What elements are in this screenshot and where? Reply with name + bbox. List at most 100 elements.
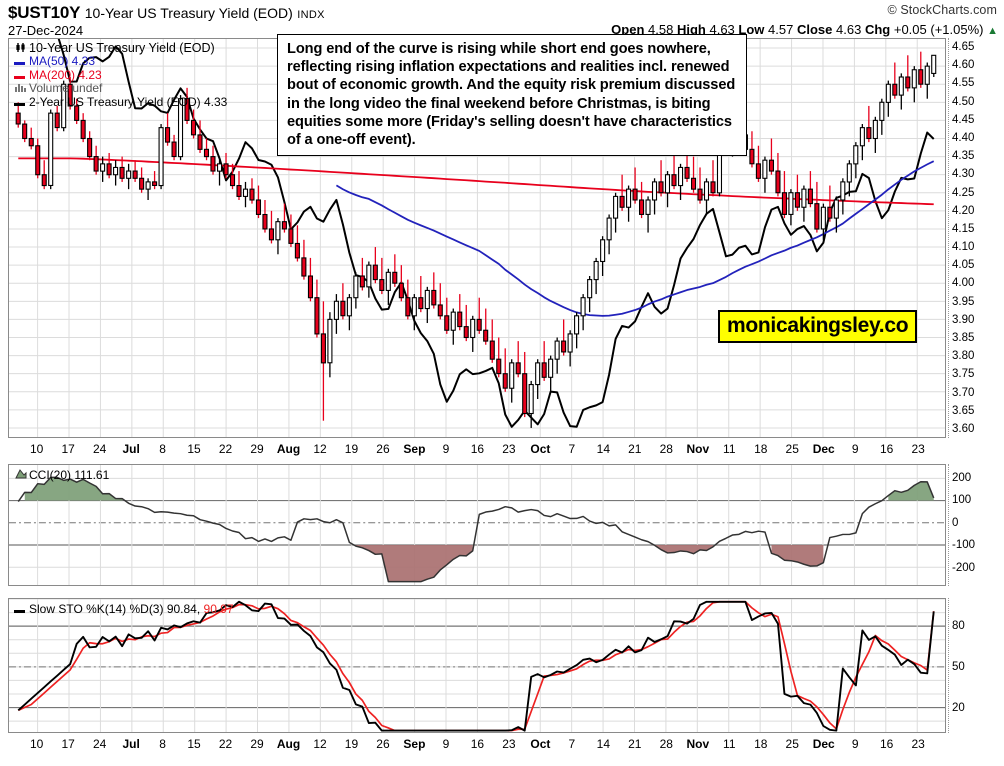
price-x-axis: 10 17 24 Jul 8 15 22 29 Aug 12 19 26 Sep 9 16 23 Oct 7 14 2… — [8, 440, 946, 460]
x-axis-tick-label: 21 — [628, 737, 642, 751]
sto-legend-label: Slow STO %K(14) %D(3) 90.84, — [29, 602, 201, 616]
candlestick — [48, 109, 54, 190]
candlestick — [833, 196, 839, 233]
candlestick — [522, 351, 528, 418]
high-label: High — [676, 22, 706, 37]
axis-tick-label: 4.30 — [952, 168, 975, 181]
candlestick — [100, 156, 106, 182]
legend-ma200-label: MA(200) 4.23 — [29, 67, 102, 82]
symbol-ticker: $UST10Y — [8, 3, 81, 22]
candlestick — [87, 131, 93, 161]
chart-title: $UST10Y 10-Year US Treasury Yield (EOD) … — [8, 3, 325, 23]
candlestick — [697, 167, 703, 204]
candlestick — [288, 214, 294, 248]
x-axis-tick-label: 24 — [92, 442, 107, 456]
candlestick — [658, 160, 664, 197]
x-axis-tick-label: 10 — [29, 442, 44, 456]
stochastic-axis-divider — [948, 598, 950, 733]
axis-tick-label: 4.50 — [952, 95, 975, 108]
x-axis-tick-label: 19 — [344, 737, 359, 751]
axis-tick-label: 100 — [952, 494, 972, 507]
candlestick — [158, 124, 164, 190]
candlestick — [165, 113, 171, 146]
volume-bars-icon — [14, 82, 27, 95]
candlestick — [580, 294, 586, 331]
candlestick — [613, 192, 619, 233]
x-axis-tick-label: 15 — [187, 442, 201, 456]
legend-ust2y-label: 2-Year US Treasury Yield (EOD) 4.33 — [29, 94, 228, 109]
candlestick — [703, 178, 710, 215]
candlestick — [333, 294, 339, 334]
high-value: 4.63 — [709, 22, 735, 37]
axis-tick-label: 3.60 — [952, 422, 975, 435]
candlestick — [678, 163, 684, 201]
candlestick — [294, 225, 300, 262]
legend-price-label: 10-Year US Treasury Yield (EOD) — [29, 41, 215, 55]
candlestick — [859, 124, 865, 161]
axis-tick-label: 3.90 — [952, 313, 975, 326]
candlestick — [450, 308, 456, 345]
candlestick — [664, 171, 671, 208]
candlestick — [35, 138, 41, 179]
line-swatch-icon — [14, 602, 27, 616]
candlestick — [242, 181, 249, 208]
candlestick — [203, 138, 210, 161]
candlestick — [820, 203, 826, 240]
x-axis-tick-label: Jul — [122, 737, 140, 751]
x-axis-tick-label: 16 — [879, 737, 894, 751]
candlestick — [749, 131, 755, 168]
candlestick — [814, 181, 820, 233]
x-axis-tick-label: 23 — [911, 737, 925, 751]
candlestick — [781, 171, 787, 219]
x-axis-tick-label: 8 — [159, 442, 166, 456]
x-axis-tick-label: 7 — [568, 737, 576, 751]
candlestick — [476, 297, 482, 334]
candlestick — [61, 80, 67, 132]
candlestick — [67, 76, 73, 110]
axis-tick-label: 3.75 — [952, 368, 975, 381]
x-axis-tick-label: 17 — [61, 737, 75, 751]
candlestick — [872, 116, 878, 153]
candlestick — [41, 160, 47, 190]
candlestick — [931, 54, 937, 77]
candlestick — [801, 185, 807, 222]
x-axis-tick-label: 11 — [723, 737, 736, 751]
candlestick — [405, 279, 411, 320]
axis-tick-label: 3.85 — [952, 332, 975, 344]
annotation-callout: Long end of the curve is rising while sh… — [277, 34, 747, 157]
axis-tick-label: 4.15 — [952, 222, 975, 235]
axis-tick-label: -200 — [952, 561, 976, 574]
x-axis-tick-label: Dec — [812, 737, 835, 751]
axis-tick-label: 4.40 — [952, 132, 975, 144]
candlestick — [853, 142, 859, 179]
candlestick — [554, 337, 560, 374]
axis-tick-label: 3.95 — [952, 295, 975, 308]
stochastic-panel[interactable] — [8, 598, 946, 733]
candlestick — [255, 185, 262, 219]
cci-panel[interactable] — [8, 464, 946, 586]
candlestick — [755, 145, 761, 182]
x-axis-tick-label: 19 — [344, 442, 359, 456]
close-value: 4.63 — [836, 22, 862, 37]
symbol-index-tag: INDX — [297, 9, 325, 21]
candlestick — [911, 66, 917, 103]
candlestick — [528, 380, 534, 428]
x-axis-tick-label: 23 — [502, 737, 516, 751]
open-value: 4.58 — [648, 22, 674, 37]
candlestick — [710, 160, 716, 197]
candlestick — [106, 152, 112, 179]
axis-tick-label: -100 — [952, 539, 976, 552]
candlestick — [905, 55, 911, 92]
open-label: Open — [611, 22, 645, 37]
x-axis-tick-label: 25 — [785, 442, 799, 456]
candlestick — [184, 87, 190, 125]
candlestick — [924, 62, 930, 99]
x-axis-tick-label: Aug — [276, 737, 301, 751]
candlestick — [119, 156, 125, 182]
price-y-axis: 4.65 4.60 4.55 4.50 4.45 4.40 4.35 4.30 4.25 4.20… — [952, 38, 1002, 438]
axis-tick-label: 4.35 — [952, 150, 975, 163]
candlestick — [444, 297, 450, 334]
x-axis-tick-label: 22 — [218, 442, 233, 456]
candlestick — [190, 109, 197, 139]
candlestick — [541, 341, 547, 381]
